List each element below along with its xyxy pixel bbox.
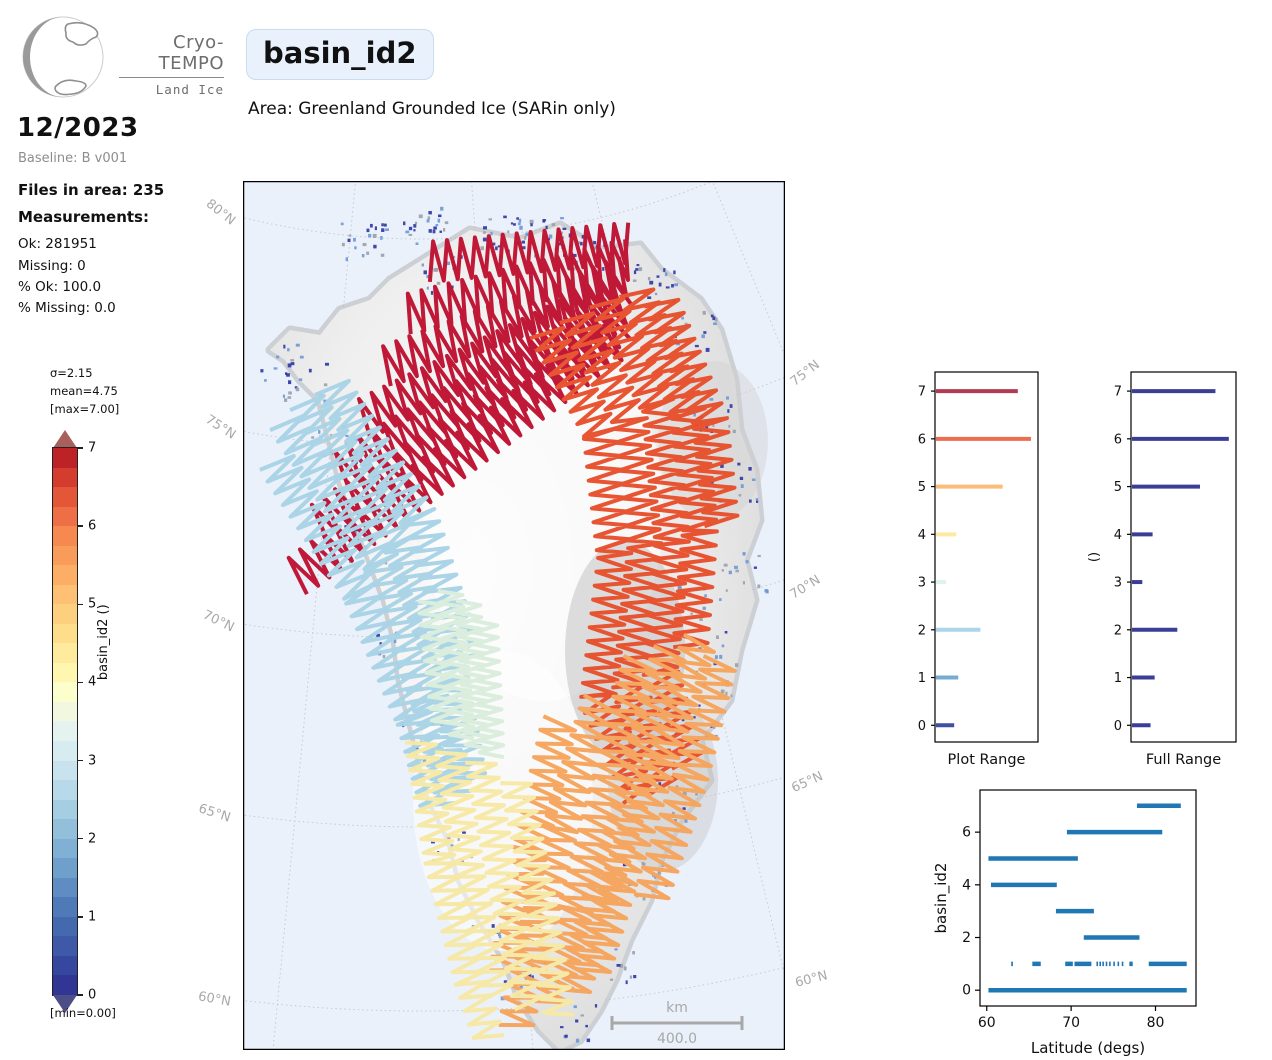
colorbar-tick <box>78 681 83 684</box>
colorbar-tick-label: 5 <box>88 596 97 612</box>
stat-missing-count: Missing: 0 <box>18 258 86 274</box>
graticule-label: 65°N <box>789 768 826 797</box>
y-tick-label: 5 <box>918 480 926 495</box>
colorbar-tick-label: 6 <box>88 518 97 534</box>
period-date: 12/2023 <box>17 113 139 143</box>
scalebar-length: 400.0 <box>657 1031 697 1047</box>
full-range-histogram: 0 1 2 3 4 5 6 7 Full Range () <box>1087 371 1237 768</box>
colorbar-tick <box>78 603 83 606</box>
graticule-label: 70°N <box>787 572 824 603</box>
y-tick-label: 7 <box>918 385 926 400</box>
y-tick-label: 2 <box>1114 623 1122 638</box>
x-tick-label: 70 <box>1062 1015 1080 1031</box>
colorbar-under-arrow <box>53 995 77 1013</box>
scalebar-units: km <box>666 1000 688 1016</box>
x-tick-label: 60 <box>978 1015 996 1031</box>
colorbar-tick <box>78 447 83 449</box>
y-tick-label: 6 <box>1114 432 1122 447</box>
y-tick-label: 7 <box>1114 385 1122 400</box>
brand-subtitle: Land Ice <box>155 82 224 97</box>
colorbar-over-arrow <box>53 430 77 448</box>
graticule-label: 65°N <box>196 801 233 826</box>
graticule-label: 75°N <box>202 412 239 443</box>
graticule-label: 60°N <box>196 989 232 1010</box>
colorbar-tick-label: 0 <box>88 987 97 1003</box>
stat-percent-ok: % Ok: 100.0 <box>18 279 102 295</box>
y-tick-label: 6 <box>962 825 971 841</box>
y-tick-label: 2 <box>918 623 926 638</box>
logo: Cryo-TEMPO Land Ice <box>16 10 231 105</box>
greenland-track-map: km 400.0 <box>243 181 785 1050</box>
graticule-label: 70°N <box>200 607 237 636</box>
stat-percent-missing: % Missing: 0.0 <box>18 300 116 316</box>
parameter-chip[interactable]: basin_id2 <box>246 29 434 80</box>
colorbar-tick-label: 3 <box>88 753 97 769</box>
y-axis-label: basin_id2 <box>932 863 951 934</box>
x-axis-label: Full Range <box>1146 752 1221 768</box>
area-subtitle: Area: Greenland Grounded Ice (SARin only… <box>248 99 616 119</box>
y-tick-label: 2 <box>962 930 971 946</box>
colorbar-max: [max=7.00] <box>50 402 120 416</box>
satellite-tracks <box>259 222 740 1040</box>
x-axis-label: Plot Range <box>948 752 1026 768</box>
y-tick-label: 5 <box>1114 480 1122 495</box>
colorbar-mean: mean=4.75 <box>50 384 118 398</box>
files-in-area: Files in area: 235 <box>18 181 165 199</box>
cryotempo-globe-icon <box>22 16 104 98</box>
colorbar-tick <box>78 837 83 840</box>
y-tick-label: 0 <box>1114 719 1122 734</box>
measurements-heading: Measurements: <box>18 208 149 226</box>
plot-range-histogram: 0 1 2 3 4 5 6 7 Plot Range <box>918 371 1039 768</box>
graticule-label: 80°N <box>202 196 238 229</box>
baseline-version: Baseline: B v001 <box>18 151 128 166</box>
basin-vs-latitude-scatter: 60 70 80 0 2 4 6 Latitude (degs) basin_id2 <box>932 789 1197 1057</box>
colorbar-tick-label: 2 <box>88 831 97 847</box>
colorbar-tick-label: 4 <box>88 674 97 690</box>
y-tick-label: 0 <box>962 983 971 999</box>
graticule-label: 60°N <box>793 968 830 991</box>
y-tick-label: 0 <box>918 719 926 734</box>
colorbar-axis-label: basin_id2 () <box>96 604 111 681</box>
y-tick-label: 4 <box>918 528 926 543</box>
colorbar-stats: σ=2.15 mean=4.75 [max=7.00] <box>50 364 119 418</box>
y-tick-label: 6 <box>918 432 926 447</box>
colorbar-tick-label: 7 <box>88 440 97 456</box>
stat-ok-count: Ok: 281951 <box>18 236 97 252</box>
y-tick-label: 4 <box>962 877 971 893</box>
y-tick-label: 3 <box>1114 576 1122 591</box>
colorbar-tick <box>78 916 83 918</box>
brand-name: Cryo-TEMPO <box>119 32 224 78</box>
map-scalebar: km 400.0 <box>610 1000 744 1047</box>
graticule-label: 75°N <box>787 357 823 390</box>
y-tick-label: 3 <box>918 576 926 591</box>
colorbar-min: [min=0.00] <box>50 1006 116 1020</box>
colorbar-tick <box>78 525 83 527</box>
x-axis-label: Latitude (degs) <box>1031 1039 1145 1057</box>
colorbar-tick <box>78 759 83 762</box>
page-title: basin_id2 <box>263 36 417 70</box>
y-axis-label: () <box>1087 552 1102 562</box>
colorbar-tick-label: 1 <box>88 909 97 925</box>
y-tick-label: 1 <box>918 671 926 686</box>
colorbar <box>52 447 78 996</box>
y-tick-label: 4 <box>1114 528 1122 543</box>
x-tick-label: 80 <box>1147 1015 1165 1031</box>
colorbar-sigma: σ=2.15 <box>50 366 93 380</box>
y-tick-label: 1 <box>1114 671 1122 686</box>
colorbar-tick <box>78 994 83 996</box>
